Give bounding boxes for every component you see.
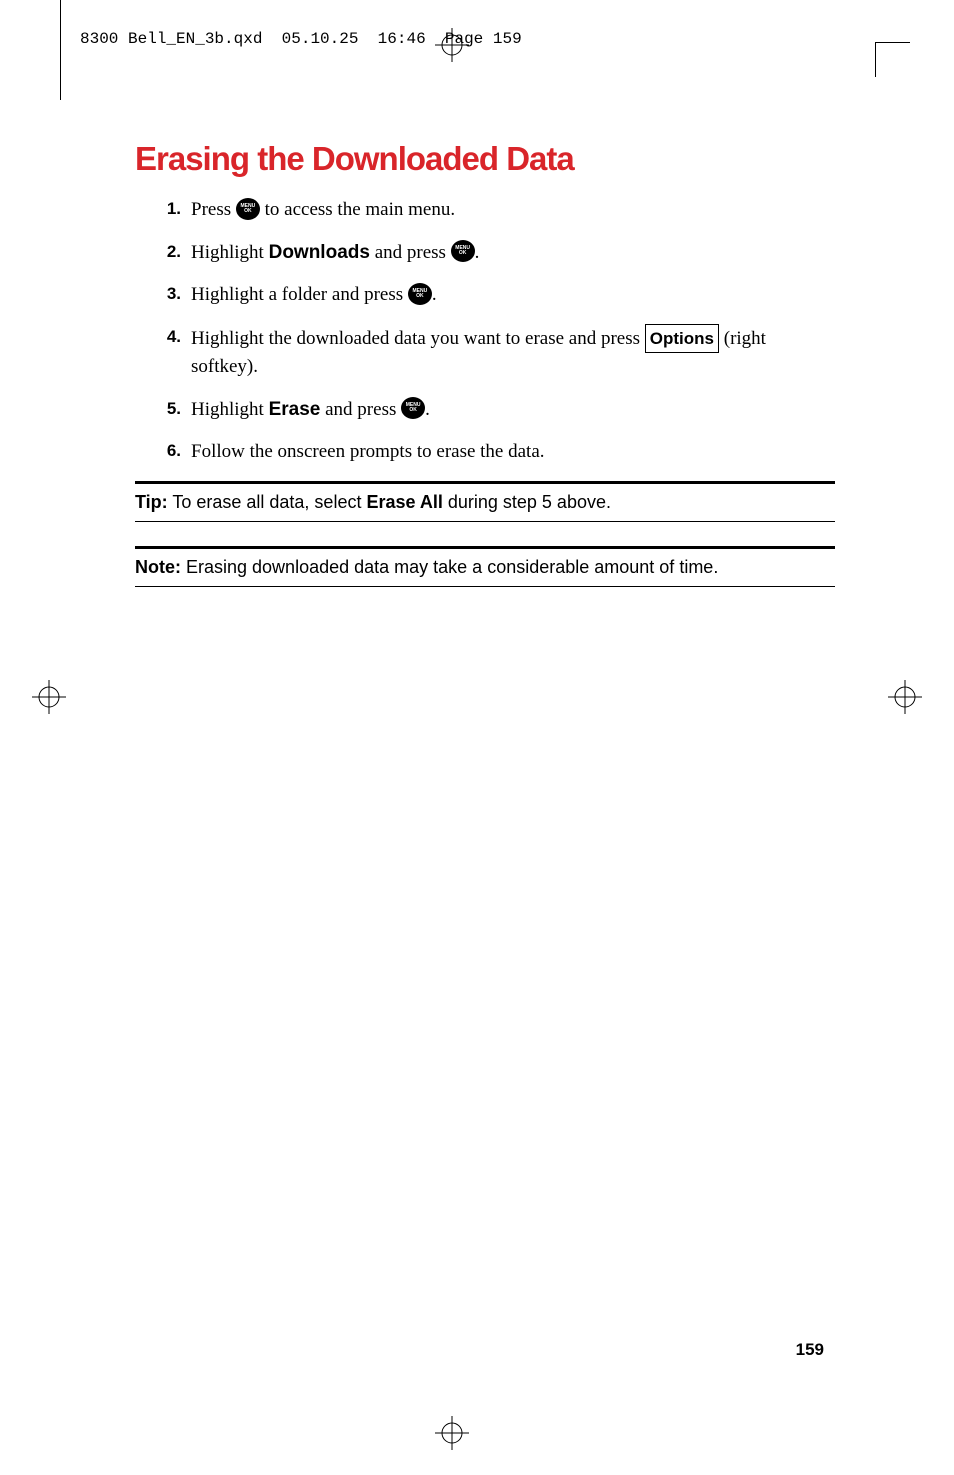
bold-term: Erase	[269, 399, 321, 420]
step-text: Highlight the downloaded data you want t…	[191, 324, 835, 382]
menu-ok-icon: MENUOK	[236, 198, 260, 220]
divider	[135, 521, 835, 522]
menu-ok-icon: MENUOK	[401, 397, 425, 419]
note-label: Note:	[135, 557, 181, 577]
tip-label: Tip:	[135, 492, 168, 512]
tip-text: during step 5 above.	[443, 492, 611, 512]
step-item: 1.Press MENUOK to access the main menu.	[135, 196, 835, 225]
registration-mark-icon	[888, 680, 922, 719]
page-title: Erasing the Downloaded Data	[135, 140, 835, 178]
step-number: 5.	[135, 396, 191, 425]
tip-callout: Tip: To erase all data, select Erase All…	[135, 490, 835, 515]
step-item: 6.Follow the onscreen prompts to erase t…	[135, 438, 835, 467]
softkey-label: Options	[645, 324, 719, 354]
menu-ok-icon: MENUOK	[408, 283, 432, 305]
step-number: 1.	[135, 196, 191, 225]
divider	[135, 481, 835, 484]
registration-mark-icon	[435, 28, 469, 67]
step-number: 3.	[135, 281, 191, 310]
step-text: Highlight a folder and press MENUOK.	[191, 281, 835, 310]
tip-bold: Erase All	[366, 492, 442, 512]
crop-mark	[60, 0, 61, 100]
crop-mark	[875, 42, 876, 77]
steps-list: 1.Press MENUOK to access the main menu.2…	[135, 196, 835, 467]
step-number: 6.	[135, 438, 191, 467]
divider	[135, 586, 835, 587]
step-text: Highlight Downloads and press MENUOK.	[191, 239, 835, 268]
step-text: Highlight Erase and press MENUOK.	[191, 396, 835, 425]
step-item: 4.Highlight the downloaded data you want…	[135, 324, 835, 382]
divider	[135, 546, 835, 549]
note-text: Erasing downloaded data may take a consi…	[181, 557, 718, 577]
tip-text: To erase all data, select	[168, 492, 367, 512]
file-date: 05.10.25	[282, 30, 359, 48]
file-name: 8300 Bell_EN_3b.qxd	[80, 30, 262, 48]
file-time: 16:46	[378, 30, 426, 48]
menu-ok-icon: MENUOK	[451, 240, 475, 262]
page-number: 159	[796, 1340, 824, 1360]
step-number: 4.	[135, 324, 191, 382]
step-item: 3.Highlight a folder and press MENUOK.	[135, 281, 835, 310]
registration-mark-icon	[32, 680, 66, 719]
bold-term: Downloads	[269, 242, 370, 263]
step-item: 5.Highlight Erase and press MENUOK.	[135, 396, 835, 425]
step-text: Press MENUOK to access the main menu.	[191, 196, 835, 225]
step-item: 2.Highlight Downloads and press MENUOK.	[135, 239, 835, 268]
registration-mark-icon	[435, 1416, 469, 1455]
note-callout: Note: Erasing downloaded data may take a…	[135, 555, 835, 580]
step-text: Follow the onscreen prompts to erase the…	[191, 438, 835, 467]
step-number: 2.	[135, 239, 191, 268]
page-content: Erasing the Downloaded Data 1.Press MENU…	[135, 140, 835, 587]
